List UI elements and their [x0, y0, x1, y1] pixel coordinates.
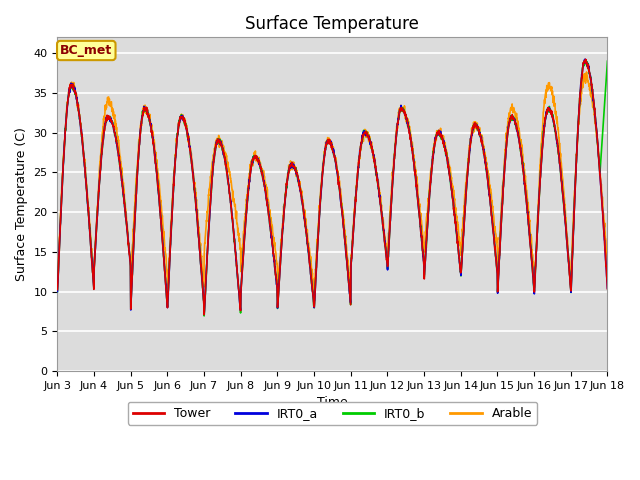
Line: IRT0_b: IRT0_b [58, 60, 607, 316]
Arable [54, 276, 61, 282]
IRT0_a [207, 192, 215, 197]
Tower [54, 287, 61, 292]
Arable [570, 192, 578, 198]
IRT0_b [493, 260, 500, 265]
IRT0_b [200, 313, 208, 319]
Arable [555, 135, 563, 141]
Text: BC_met: BC_met [60, 44, 113, 57]
Arable [310, 294, 318, 300]
X-axis label: Time: Time [317, 396, 348, 409]
Line: Arable: Arable [58, 72, 607, 297]
Tower [604, 286, 611, 292]
IRT0_b [360, 130, 368, 135]
IRT0_b [604, 58, 611, 64]
IRT0_a [604, 285, 611, 291]
Arable [207, 175, 214, 181]
Y-axis label: Surface Temperature (C): Surface Temperature (C) [15, 127, 28, 281]
IRT0_b [349, 240, 356, 246]
Title: Surface Temperature: Surface Temperature [246, 15, 419, 33]
Tower [207, 192, 215, 198]
Tower [582, 56, 589, 62]
Arable [349, 241, 356, 247]
Line: Tower: Tower [58, 59, 607, 315]
IRT0_b [581, 58, 589, 63]
IRT0_a [581, 56, 589, 62]
IRT0_a [54, 288, 61, 294]
Arable [582, 69, 590, 75]
Arable [604, 263, 611, 268]
IRT0_a [200, 311, 208, 316]
IRT0_b [207, 189, 215, 194]
IRT0_a [555, 154, 563, 160]
Tower [555, 153, 563, 159]
Tower [493, 260, 500, 266]
Tower [360, 130, 368, 136]
Line: IRT0_a: IRT0_a [58, 59, 607, 313]
Legend: Tower, IRT0_a, IRT0_b, Arable: Tower, IRT0_a, IRT0_b, Arable [127, 402, 537, 425]
IRT0_a [570, 206, 578, 212]
Arable [360, 132, 368, 138]
IRT0_b [54, 289, 61, 295]
IRT0_b [555, 155, 563, 160]
Tower [200, 312, 208, 318]
IRT0_a [349, 243, 356, 249]
IRT0_b [570, 203, 578, 209]
Arable [493, 240, 500, 246]
IRT0_a [360, 128, 368, 134]
Tower [570, 204, 578, 210]
Tower [349, 242, 356, 248]
IRT0_a [493, 258, 500, 264]
